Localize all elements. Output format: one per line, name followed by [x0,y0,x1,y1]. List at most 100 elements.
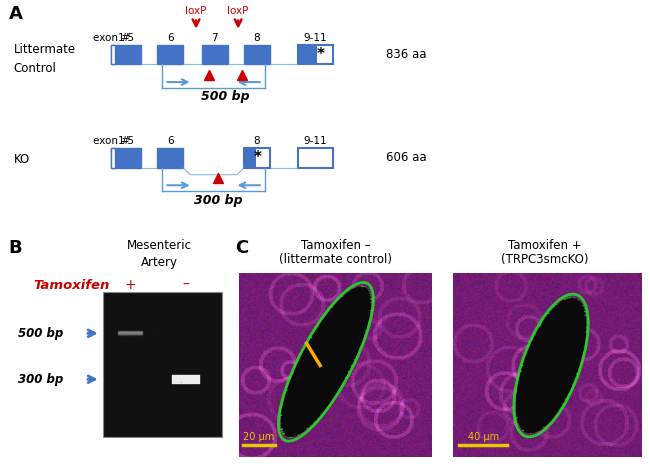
Ellipse shape [521,365,524,366]
Ellipse shape [287,437,289,438]
Ellipse shape [582,305,584,306]
Ellipse shape [562,403,564,404]
Ellipse shape [290,378,291,379]
Ellipse shape [573,297,575,298]
Text: Tamoxifen +: Tamoxifen + [508,240,582,252]
Bar [298,148,333,168]
Text: 7: 7 [211,32,218,43]
Ellipse shape [585,331,588,333]
Ellipse shape [281,286,371,438]
Ellipse shape [567,298,569,299]
Text: *: * [317,47,324,62]
Text: *: * [254,150,262,165]
Bar [202,45,228,65]
Text: Control: Control [14,61,57,75]
Text: +: + [124,278,136,292]
Text: exon #: exon # [93,136,130,146]
Text: A: A [9,5,23,23]
Text: loxP: loxP [185,6,207,15]
Bar [298,45,317,65]
Ellipse shape [528,433,529,434]
Text: 606 aa: 606 aa [385,151,426,164]
Ellipse shape [522,430,524,431]
Text: (TRPC3smcKO): (TRPC3smcKO) [501,253,589,266]
Ellipse shape [564,298,567,300]
Text: B: B [8,239,22,257]
Text: 500 bp: 500 bp [201,90,250,103]
Ellipse shape [519,426,520,427]
Ellipse shape [534,334,536,335]
Ellipse shape [289,437,292,438]
Text: KO: KO [14,153,30,166]
Bar [111,45,115,65]
Text: Tamoxifen –: Tamoxifen – [301,240,370,252]
Ellipse shape [584,311,586,312]
Ellipse shape [345,377,346,378]
Bar [111,148,141,168]
Ellipse shape [309,337,313,338]
Ellipse shape [281,431,283,432]
Ellipse shape [577,299,580,301]
Bar [244,45,270,65]
Ellipse shape [280,415,282,416]
Ellipse shape [542,320,543,321]
Bar [111,148,115,168]
Text: 836 aa: 836 aa [385,48,426,61]
Ellipse shape [361,286,363,287]
Ellipse shape [300,433,302,434]
Ellipse shape [282,406,283,407]
Text: 9-11: 9-11 [304,136,327,146]
Ellipse shape [310,425,312,426]
Ellipse shape [574,378,576,379]
Text: Littermate: Littermate [14,43,75,56]
Text: (littermate control): (littermate control) [279,253,392,266]
Ellipse shape [584,314,587,316]
Ellipse shape [515,297,586,433]
Ellipse shape [576,373,578,374]
Ellipse shape [571,384,575,385]
Ellipse shape [292,372,294,373]
Ellipse shape [370,302,372,303]
Ellipse shape [307,342,309,344]
Ellipse shape [282,433,285,435]
Ellipse shape [354,359,356,360]
Ellipse shape [543,427,545,428]
Text: 6: 6 [167,32,174,43]
Ellipse shape [539,325,541,326]
Ellipse shape [342,383,343,384]
Text: 6: 6 [167,136,174,146]
Bar [244,148,270,168]
Text: Tamoxifen: Tamoxifen [33,279,110,292]
Text: 9-11: 9-11 [304,32,327,43]
Ellipse shape [280,429,283,430]
Ellipse shape [292,437,294,438]
Text: 1-5: 1-5 [118,32,135,43]
Ellipse shape [320,414,322,415]
Ellipse shape [317,418,318,419]
Ellipse shape [348,291,350,292]
Text: 20 μm: 20 μm [243,432,275,442]
Bar [298,45,333,65]
Ellipse shape [369,310,372,311]
Text: 300 bp: 300 bp [194,194,242,207]
Ellipse shape [578,368,580,369]
Ellipse shape [342,296,344,297]
Ellipse shape [338,388,340,390]
Text: 500 bp: 500 bp [18,327,63,340]
Bar [157,45,183,65]
Text: exon #: exon # [93,32,130,43]
Ellipse shape [313,422,315,423]
Ellipse shape [547,313,550,314]
Text: 300 bp: 300 bp [18,373,63,386]
Ellipse shape [580,362,582,363]
Text: 1-5: 1-5 [118,136,135,146]
Ellipse shape [556,304,558,305]
Text: Mesenteric: Mesenteric [127,240,192,252]
Bar [157,148,183,168]
Text: loxP: loxP [227,6,249,15]
Bar [103,292,222,437]
Ellipse shape [363,286,365,287]
Ellipse shape [350,365,354,366]
Ellipse shape [530,344,531,345]
Bar [111,45,141,65]
